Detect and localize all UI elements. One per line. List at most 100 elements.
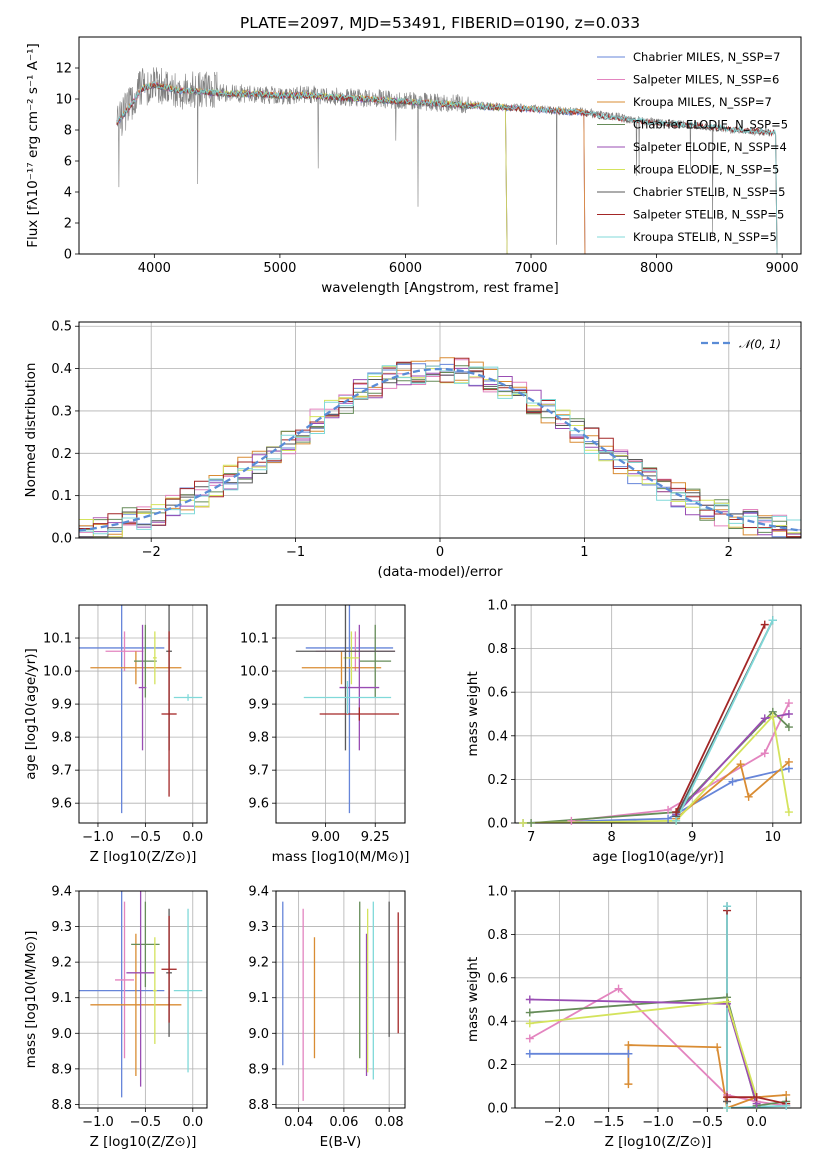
x-tick-label: −1 [286,545,305,560]
x-tick-label: 0.08 [375,1115,404,1130]
mass-weight-marker [723,902,732,911]
legend-entry: Salpeter ELODIE, N_SSP=4 [633,140,787,154]
panel-massweight-vs-age: 7 8 9 10 0.0 0.2 0.4 0.6 0.8 1.0 age [log10(age/yr… [465,599,802,865]
mass-weight-marker [768,616,777,625]
mass-weight-marker [624,1041,633,1050]
mass-weight-marker [624,1080,633,1089]
y-tick-label: 1.0 [487,599,508,614]
x-axis-label: E(B-V) [320,1134,362,1150]
panel-massweight-vs-Z: −2.0 −1.5 −1.0 −0.5 0.0 0.0 0.2 0.4 0.6 0.8 1.0 Z [… [465,885,802,1150]
mass-weight-marker [525,1008,534,1017]
mass-weight-line [523,714,790,823]
y-tick-label: 8 [64,124,72,139]
y-tick-label: 8.8 [248,1098,269,1113]
mass-weight-marker [784,699,793,708]
x-tick-label: 5000 [263,261,296,276]
legend-entry: 𝒩(0, 1) [739,337,781,351]
x-axis-label: Z [log10(Z/Z⊙)] [605,1134,712,1150]
y-tick-label: 9.0 [51,1027,72,1042]
x-tick-label: 0.0 [182,1115,203,1130]
mass-weight-marker [760,620,769,629]
legend: 𝒩(0, 1) [701,337,781,351]
y-tick-label: 12 [55,62,72,77]
y-tick-label: 9.2 [51,956,72,971]
x-tick-label: 6000 [389,261,422,276]
x-tick-label: 1 [580,545,588,560]
y-tick-label: 8.9 [248,1062,269,1077]
y-tick-label: 0.2 [487,1058,508,1073]
y-tick-label: 6 [64,155,72,170]
y-axis-label: age [log10(age/yr)] [23,648,39,780]
mass-weight-marker [672,808,681,817]
y-tick-label: 0.8 [487,642,508,657]
mass-weight-line [675,761,790,820]
axes-frame [275,604,406,824]
legend-entry: Kroupa STELIB, N_SSP=5 [633,230,777,244]
x-axis-label: Z [log10(Z/Z⊙)] [90,1134,197,1150]
x-tick-label: −0.5 [130,1115,162,1130]
mass-weight-marker [784,723,793,732]
legend-entry: Chabrier MILES, N_SSP=7 [633,50,780,64]
x-tick-label: 2 [725,545,733,560]
y-axis-label: mass weight [465,957,481,1042]
panel-age-vs-Z: −1.0 −0.5 0.0 9.6 9.7 9.8 9.9 10.0 10.1 Z [log10(… [23,604,208,865]
mass-weight-marker [723,1104,732,1112]
mass-weight-line [523,767,790,823]
y-tick-label: 0 [64,248,72,263]
y-tick-label: 0.0 [487,817,508,832]
y-tick-label: 0.2 [51,447,72,462]
mass-weight-line [571,702,790,822]
x-axis-label: (data-model)/error [377,564,503,580]
y-tick-label: 9.3 [248,920,269,935]
axes-frame [78,321,802,539]
x-tick-label: 7000 [514,261,547,276]
y-tick-label: 9.9 [51,698,72,713]
x-tick-label: 8000 [640,261,673,276]
legend-entry: Kroupa MILES, N_SSP=7 [633,95,772,109]
x-tick-label: 10 [765,830,782,845]
mass-weight-marker [752,1093,761,1102]
y-tick-label: 0.1 [51,489,72,504]
mass-weight-marker [782,1101,791,1110]
mass-weight-marker [624,1049,633,1058]
x-tick-label: −2 [142,545,161,560]
x-tick-label: 0.04 [284,1115,313,1130]
y-tick-label: 9.2 [248,956,269,971]
y-tick-label: 0.6 [487,971,508,986]
x-tick-label: 8 [608,830,616,845]
y-tick-label: 9.8 [248,731,269,746]
legend: Chabrier MILES, N_SSP=7 Salpeter MILES, N… [597,50,788,244]
mass-weight-marker [614,984,623,993]
legend-entry: Salpeter MILES, N_SSP=6 [633,73,779,87]
x-tick-label: 0.06 [329,1115,358,1130]
mass-weight-line [529,998,758,1104]
y-tick-label: 9.1 [248,991,269,1006]
x-axis-label: age [log10(age/yr)] [592,849,724,865]
mass-weight-marker [664,814,673,823]
mass-weight-marker [723,997,732,1006]
model-spectrum-line [116,80,778,254]
mass-weight-marker [736,760,745,769]
y-tick-label: 8.8 [51,1098,72,1113]
panel-mass-vs-Z: −1.0 −0.5 0.0 8.8 8.9 9.0 9.1 9.2 9.3 9.4 Z [log10… [23,885,208,1150]
plot-area [116,67,778,254]
y-tick-label: 8.9 [51,1062,72,1077]
y-tick-label: 10.0 [43,665,72,680]
mass-weight-line [675,713,790,815]
mass-weight-line [675,624,766,813]
mass-weight-marker [713,1043,722,1052]
legend-entry: Chabrier ELODIE, N_SSP=5 [633,118,788,132]
y-tick-label: 9.9 [248,698,269,713]
y-axis-label: Normed distribution [23,363,39,498]
y-tick-label: 0.3 [51,404,72,419]
y-tick-label: 9.4 [248,885,269,900]
axes-frame [275,890,406,1109]
mass-weight-marker [519,819,528,827]
mass-weight-marker [760,749,769,758]
y-axis-label: Flux [fλ10⁻¹⁷ erg cm⁻² s⁻¹ A⁻¹] [25,43,41,248]
axes-frame [78,604,208,824]
x-axis-label: mass [log10(M/M⊙)] [272,849,410,865]
mass-weight-marker [525,995,534,1004]
mass-weight-marker [784,710,793,718]
